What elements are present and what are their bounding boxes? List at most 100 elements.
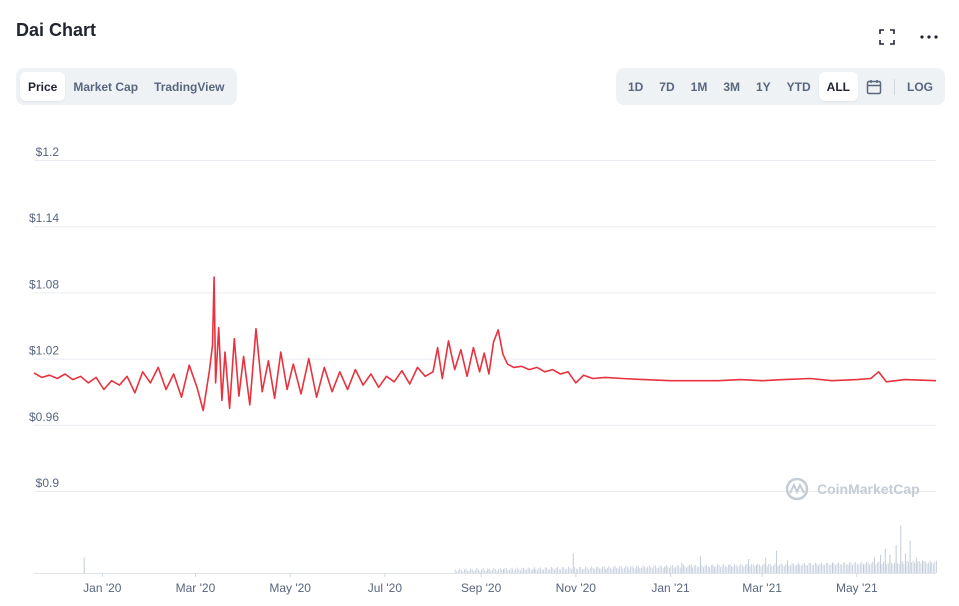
volume-bar	[822, 564, 824, 573]
volume-bar	[656, 567, 658, 573]
volume-bar	[676, 565, 678, 573]
volume-bar	[631, 565, 633, 573]
range-1m[interactable]: 1M	[690, 79, 708, 94]
volume-bar	[923, 560, 925, 573]
volume-bar	[914, 562, 916, 573]
tab-market-cap[interactable]: Market Cap	[73, 79, 139, 94]
volume-bar	[662, 567, 664, 573]
volume-bar	[746, 563, 748, 573]
volume-bar	[911, 562, 912, 573]
volume-bar	[642, 565, 644, 573]
volume-bar	[703, 567, 704, 573]
volume-bar	[574, 566, 576, 573]
volume-bar	[600, 568, 602, 573]
volume-bar	[706, 564, 708, 573]
y-tick-label: $0.96	[29, 410, 59, 424]
range-1y[interactable]: 1Y	[755, 79, 771, 94]
volume-bar	[807, 565, 808, 573]
volume-bar	[727, 564, 729, 573]
volume-bar	[491, 569, 493, 573]
volume-bar	[869, 564, 871, 573]
volume-bar	[617, 568, 619, 573]
volume-bar	[741, 565, 743, 573]
volume-bar	[504, 568, 506, 573]
volume-bar	[912, 560, 914, 573]
volume-bar	[810, 563, 812, 573]
volume-bar	[757, 563, 759, 573]
volume-bar	[763, 563, 765, 573]
volume-bar	[550, 566, 552, 573]
range-1d[interactable]: 1D	[627, 79, 644, 94]
tab-price[interactable]: Price	[20, 72, 66, 101]
volume-bar	[881, 564, 883, 573]
volume-bar	[804, 562, 805, 573]
volume-bar	[734, 564, 735, 573]
range-7d[interactable]: 7D	[659, 79, 675, 94]
volume-bar	[917, 561, 919, 573]
volume-bar	[560, 569, 562, 573]
volume-bar	[932, 563, 934, 573]
volume-bar	[586, 567, 588, 573]
volume-bar	[920, 563, 922, 573]
volume-bar	[672, 565, 673, 573]
volume-bar	[827, 562, 829, 573]
volume-bar	[510, 567, 512, 573]
volume-bar	[537, 570, 538, 573]
volume-bar	[800, 565, 802, 573]
volume-bar	[759, 564, 760, 573]
volume-bar	[852, 564, 853, 573]
volume-bar	[690, 564, 692, 573]
volume-bar	[667, 566, 669, 573]
fullscreen-icon[interactable]	[877, 27, 897, 47]
header-actions	[877, 27, 939, 47]
volume-bar	[735, 564, 737, 573]
volume-bar	[689, 564, 690, 573]
volume-bar	[875, 564, 877, 573]
watermark-text: CoinMarketCap	[817, 481, 920, 497]
volume-bar	[760, 566, 762, 573]
volume-bar	[665, 564, 667, 573]
volume-bar	[524, 569, 526, 573]
volume-bar	[585, 566, 586, 573]
volume-bar	[929, 564, 931, 573]
x-tick-label: May '20	[269, 581, 311, 595]
range-all[interactable]: ALL	[818, 72, 858, 101]
volume-bar	[743, 566, 745, 573]
volume-bar	[558, 568, 560, 573]
volume-bar	[859, 562, 861, 573]
more-icon[interactable]	[919, 27, 939, 47]
volume-bar	[738, 565, 740, 573]
volume-bar	[658, 567, 659, 573]
volume-bar	[605, 569, 607, 573]
volume-bar	[564, 569, 566, 573]
volume-bar	[526, 569, 527, 573]
volume-bar	[878, 561, 880, 573]
volume-bar	[538, 568, 540, 573]
volume-bar	[788, 565, 790, 573]
range-ytd[interactable]: YTD	[786, 79, 811, 94]
volume-bar	[890, 562, 892, 573]
volume-bar	[853, 563, 855, 573]
calendar-icon[interactable]	[858, 72, 890, 101]
volume-bar	[487, 569, 489, 573]
log-scale-toggle[interactable]: LOG	[907, 79, 933, 94]
volume-bar	[696, 567, 698, 573]
price-chart[interactable]: $1.2 $1.14 $1.08 $1.02 $0.96 $0.9 CoinMarketCa…	[0, 120, 959, 606]
volume-bar	[755, 564, 757, 573]
volume-bar	[808, 562, 810, 573]
tab-tradingview[interactable]: TradingView	[154, 79, 225, 94]
volume-bar	[721, 565, 723, 573]
volume-bar	[482, 568, 484, 573]
volume-bar	[740, 563, 742, 573]
volume-bar	[654, 565, 656, 573]
volume-bar	[568, 566, 569, 573]
volume-bar	[901, 561, 903, 573]
volume-bar	[777, 566, 779, 573]
range-3m[interactable]: 3M	[723, 79, 740, 94]
volume-bar	[616, 568, 617, 573]
volume-bar	[790, 565, 791, 573]
volume-bar	[802, 563, 804, 573]
volume-bar	[707, 566, 709, 573]
volume-bar	[552, 568, 554, 573]
volume-bar	[713, 566, 715, 573]
